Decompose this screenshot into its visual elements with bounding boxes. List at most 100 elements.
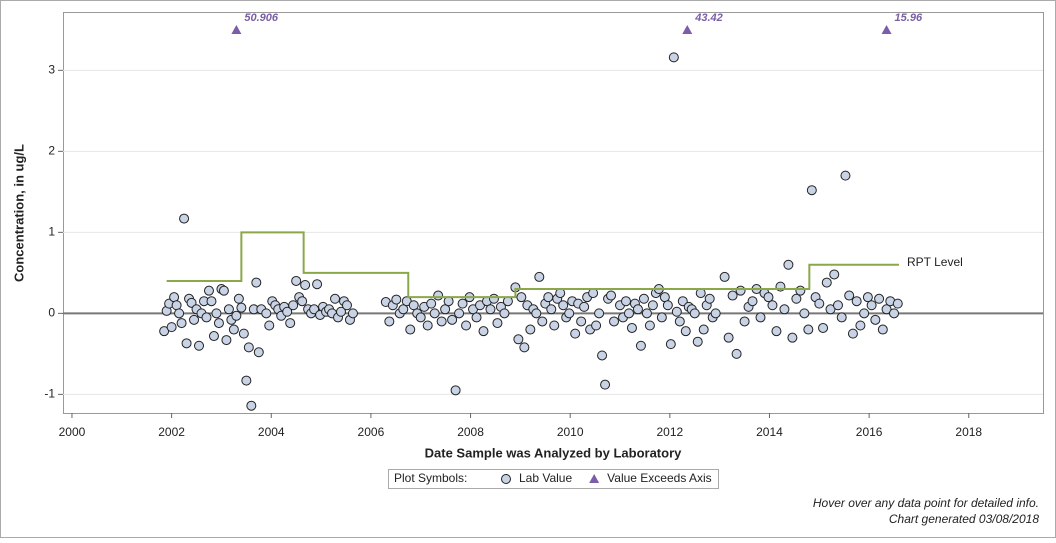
point xyxy=(253,347,264,358)
point xyxy=(203,285,214,296)
x-tick-label: 2002 xyxy=(158,425,185,439)
point xyxy=(519,342,530,353)
point xyxy=(384,316,395,327)
x-tick-label: 2004 xyxy=(258,425,285,439)
point xyxy=(531,308,542,319)
exceed-marker xyxy=(682,25,693,34)
legend-symbol xyxy=(589,474,600,483)
point xyxy=(282,306,293,317)
point xyxy=(218,285,229,296)
y-axis-title: Concentration, in ug/L xyxy=(11,144,26,282)
exceed-label: 50.906 xyxy=(244,12,279,24)
point xyxy=(347,308,358,319)
point xyxy=(821,277,832,288)
point xyxy=(825,304,836,315)
point xyxy=(513,334,524,345)
point xyxy=(727,290,738,301)
legend-label: Value Exceeds Axis xyxy=(607,471,712,485)
point xyxy=(447,314,458,325)
point xyxy=(814,298,825,309)
point xyxy=(704,293,715,304)
point xyxy=(671,306,682,317)
exceed-label: 15.96 xyxy=(895,12,923,24)
point xyxy=(231,310,242,321)
point xyxy=(546,304,557,315)
point xyxy=(336,306,347,317)
point xyxy=(862,292,873,303)
x-tick-label: 2000 xyxy=(59,425,86,439)
rpt-line xyxy=(166,231,900,299)
point xyxy=(739,316,750,327)
x-tick-label: 2014 xyxy=(756,425,783,439)
point xyxy=(398,304,409,315)
line-label: RPT Level xyxy=(907,255,963,269)
point xyxy=(576,316,587,327)
x-tick-label: 2010 xyxy=(557,425,584,439)
point xyxy=(408,300,419,311)
point xyxy=(288,300,299,311)
point xyxy=(534,271,545,282)
point xyxy=(791,293,802,304)
point xyxy=(264,320,275,331)
point xyxy=(492,318,503,329)
point xyxy=(692,336,703,347)
point xyxy=(312,279,323,290)
exceed-marker xyxy=(881,25,892,34)
point xyxy=(656,312,667,323)
x-tick-label: 2006 xyxy=(358,425,385,439)
point xyxy=(243,342,254,353)
point xyxy=(174,308,185,319)
point xyxy=(665,339,676,350)
point xyxy=(558,300,569,311)
point xyxy=(405,324,416,335)
point xyxy=(818,322,829,333)
point xyxy=(881,304,892,315)
point xyxy=(537,316,548,327)
point xyxy=(186,297,197,308)
point xyxy=(779,304,790,315)
point xyxy=(485,304,496,315)
point xyxy=(166,322,177,333)
point xyxy=(391,294,402,305)
point xyxy=(579,301,590,312)
point xyxy=(892,298,903,309)
point xyxy=(233,293,244,304)
point xyxy=(549,320,560,331)
point xyxy=(194,340,205,351)
point xyxy=(309,304,320,315)
point xyxy=(330,293,341,304)
point xyxy=(859,308,870,319)
point xyxy=(179,213,190,224)
x-axis-title: Date Sample was Analyzed by Laboratory xyxy=(425,445,682,460)
legend-title: Plot Symbols: xyxy=(394,471,467,485)
point xyxy=(176,318,187,329)
point xyxy=(436,316,447,327)
point xyxy=(246,400,257,411)
x-tick-label: 2018 xyxy=(955,425,982,439)
point xyxy=(731,348,742,359)
point xyxy=(341,300,352,311)
point xyxy=(674,316,685,327)
point xyxy=(570,328,581,339)
point xyxy=(516,292,527,303)
point xyxy=(668,52,679,63)
point xyxy=(806,185,817,196)
point xyxy=(297,296,308,307)
point xyxy=(783,259,794,270)
point xyxy=(543,292,554,303)
point xyxy=(208,331,219,342)
point xyxy=(221,335,232,346)
note: Hover over any data point for detailed i… xyxy=(813,496,1039,510)
point xyxy=(236,302,247,313)
point xyxy=(285,318,296,329)
point xyxy=(457,298,468,309)
point xyxy=(478,326,489,337)
point xyxy=(851,296,862,307)
point xyxy=(641,308,652,319)
point xyxy=(644,320,655,331)
point xyxy=(201,312,212,323)
point xyxy=(767,300,778,311)
point xyxy=(261,308,272,319)
point xyxy=(829,269,840,280)
